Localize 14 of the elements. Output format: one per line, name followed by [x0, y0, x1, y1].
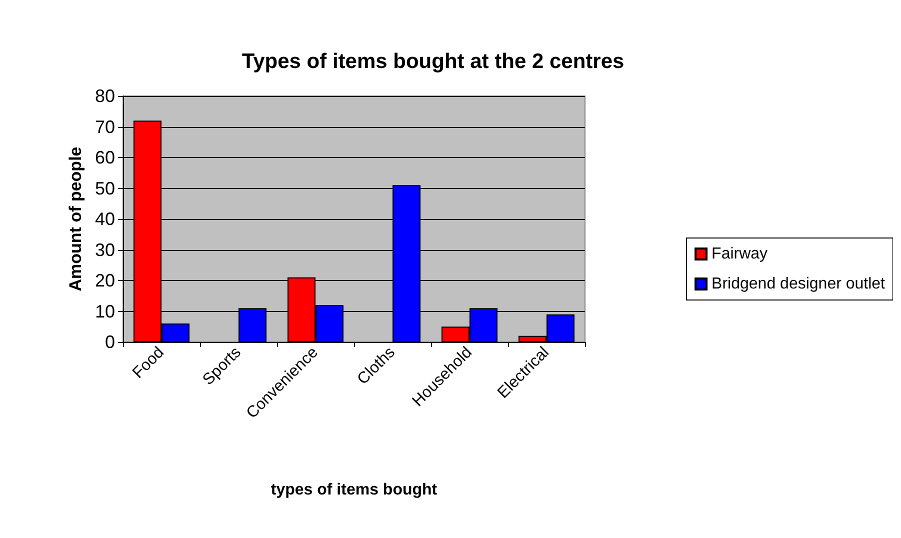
- y-tick-label: 70: [94, 116, 115, 137]
- y-axis-title: Amount of people: [66, 146, 86, 292]
- y-tick-label: 20: [94, 270, 115, 290]
- legend-label: Fairway: [712, 246, 768, 262]
- y-tick-label: 10: [94, 301, 115, 322]
- y-tick-label: 30: [94, 240, 115, 260]
- y-tick-label: 0: [104, 332, 115, 352]
- y-tick-label: 40: [94, 209, 115, 229]
- y-tick-label: 50: [94, 178, 115, 198]
- y-tick-label: 60: [94, 148, 115, 168]
- chart-title: Types of items bought at the 2 centres: [242, 50, 624, 73]
- x-axis-title: types of items bought: [270, 482, 438, 498]
- legend-label: Bridgend designer outlet: [712, 276, 886, 292]
- y-tick-label: 80: [94, 86, 115, 106]
